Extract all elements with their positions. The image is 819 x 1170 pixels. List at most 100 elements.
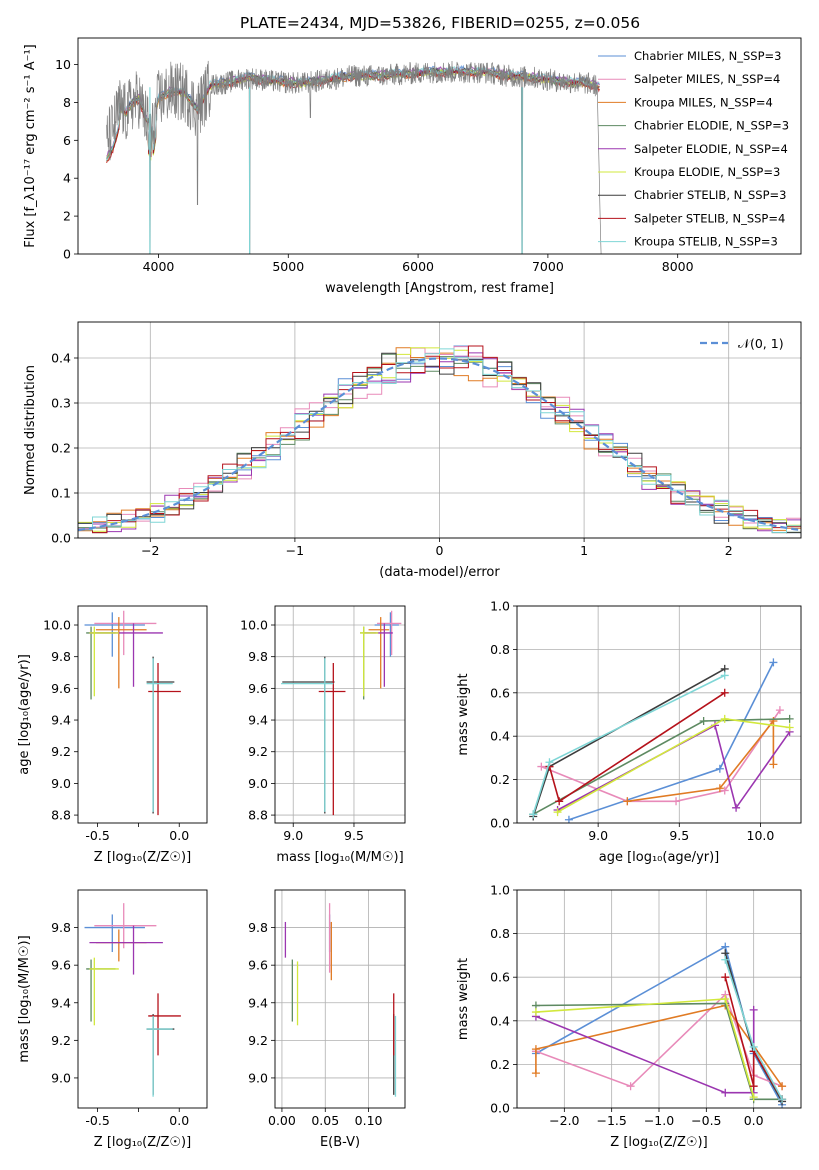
y-tick-label: 6 [63, 133, 71, 148]
y-tick-label: 9.6 [51, 681, 71, 696]
weight-marker [749, 1093, 758, 1102]
legend-entry: Salpeter MILES, N_SSP=4 [634, 72, 780, 86]
weight-marker [721, 973, 730, 982]
axes-frame [274, 605, 406, 824]
observed-spectrum-line [106, 60, 602, 254]
x-tick-label: 8000 [662, 259, 694, 274]
plot-area [529, 658, 794, 823]
x-tick-label: 0.0 [169, 1113, 189, 1128]
y-tick-label: 9.2 [248, 1033, 268, 1048]
weight-marker [555, 797, 564, 806]
weight-marker [531, 1045, 540, 1054]
y-tick-label: 0.2 [490, 1057, 510, 1072]
legend-entry: 𝒩(0, 1) [738, 336, 784, 351]
y-tick-label: 0.6 [490, 970, 510, 985]
x-tick-label: 0.0 [744, 1113, 764, 1128]
y-tick-label: 0.2 [490, 772, 510, 787]
legend-entry: Salpeter ELODIE, N_SSP=4 [634, 142, 788, 156]
weight-line [532, 674, 726, 815]
legend-entry: Chabrier ELODIE, N_SSP=3 [634, 119, 789, 133]
weight-marker [749, 1042, 758, 1051]
figure-title: PLATE=2434, MJD=53826, FIBERID=0255, z=0… [240, 14, 640, 32]
x-axis-label: wavelength [Angstrom, rest frame] [325, 281, 554, 296]
y-tick-label: 9.4 [51, 995, 71, 1010]
x-tick-label: −2.0 [549, 1113, 579, 1128]
x-tick-label: 9.0 [283, 828, 303, 843]
weight-marker [785, 723, 794, 732]
weight-marker [720, 786, 729, 795]
y-tick-label: 8.8 [51, 808, 71, 823]
x-tick-label: 9.0 [588, 828, 608, 843]
x-tick-label: −0.5 [691, 1113, 721, 1128]
y-tick-label: 0.8 [490, 642, 510, 657]
x-axis-label: Z [log₁₀(Z/Z☉)] [94, 850, 191, 865]
y-tick-label: 0.4 [490, 1013, 510, 1028]
residual-histogram [78, 348, 801, 533]
age-vs-z-panel: -0.5 0.0 8.8 9.0 9.2 9.4 9.6 9.8 10.0 Z [log₁₀(Z/… [17, 605, 208, 865]
weight-marker [769, 717, 778, 726]
weight-marker [769, 760, 778, 769]
weight-marker [623, 797, 632, 806]
x-tick-label: 5000 [272, 259, 304, 274]
axes-frame [274, 889, 406, 1109]
residual-histogram [78, 352, 801, 534]
x-tick-label: −1.0 [644, 1113, 674, 1128]
y-tick-label: 0.0 [490, 816, 510, 831]
y-tick-label: 8 [63, 95, 71, 110]
weight-line [535, 1002, 783, 1101]
y-tick-label: 9.4 [248, 995, 268, 1010]
y-tick-label: 9.0 [51, 776, 71, 791]
axes-frame [77, 605, 208, 824]
y-tick-label: 9.4 [248, 713, 268, 728]
x-tick-label: 0.05 [311, 1113, 339, 1128]
weight-marker [531, 1008, 540, 1017]
weight-marker [720, 688, 729, 697]
plot-area [281, 610, 402, 816]
y-tick-label: 0.4 [51, 351, 71, 366]
y-axis-label: Flux [f_λ10⁻¹⁷ erg cm⁻² s⁻¹ A⁻¹] [23, 44, 38, 248]
weight-marker [720, 714, 729, 723]
weight-line [724, 976, 783, 1100]
axes-frame [77, 321, 802, 539]
weight-marker [553, 808, 562, 817]
y-tick-label: 10.0 [43, 618, 71, 633]
x-axis-label: mass [log₁₀(M/M☉)] [276, 850, 403, 865]
weight-marker [715, 764, 724, 773]
x-tick-label: −1.5 [596, 1113, 626, 1128]
y-tick-label: 9.2 [51, 744, 71, 759]
mass-vs-z-panel: -0.5 0.0 9.0 9.2 9.4 9.6 9.8 Z [log₁₀(Z/Z☉)] mas… [17, 889, 208, 1150]
y-tick-label: 10.0 [240, 618, 268, 633]
y-tick-label: 1.0 [490, 599, 510, 614]
x-tick-label: −2 [141, 543, 159, 558]
weight-marker [732, 803, 741, 812]
y-tick-label: 9.0 [51, 1070, 71, 1085]
weight-line [557, 717, 790, 813]
legend-entry: Chabrier STELIB, N_SSP=3 [634, 188, 786, 202]
weight-marker [699, 717, 708, 726]
weight-marker [537, 762, 546, 771]
weight-marker [769, 658, 778, 667]
y-tick-label: 2 [63, 209, 71, 224]
y-tick-label: 1.0 [490, 883, 510, 898]
axes-frame [77, 889, 208, 1109]
weight-marker [778, 1082, 787, 1091]
y-tick-label: 0.0 [51, 531, 71, 546]
x-tick-label: 0.10 [355, 1113, 383, 1128]
y-tick-label: 0.8 [490, 926, 510, 941]
y-tick-label: 9.6 [248, 681, 268, 696]
x-tick-label: 0.0 [169, 828, 189, 843]
axes-frame [516, 605, 802, 824]
x-tick-label: 10.0 [747, 828, 775, 843]
axes-frame [516, 889, 802, 1109]
age-vs-mass-panel: 9.0 9.5 8.8 9.0 9.2 9.4 9.6 9.8 10.0 mass [log₁₀(… [240, 605, 406, 865]
x-tick-label: 2 [725, 543, 733, 558]
plot-area [106, 60, 602, 254]
weight-marker [749, 1082, 758, 1091]
weight-line [548, 692, 726, 803]
x-tick-label: 0.00 [268, 1113, 296, 1128]
y-axis-label: mass weight [456, 958, 471, 1040]
plot-area [531, 942, 787, 1108]
weight-vs-age-panel: 9.0 9.5 10.0 0.0 0.2 0.4 0.6 0.8 1.0 age [log₁₀(a… [456, 599, 802, 865]
weight-line [532, 718, 790, 816]
